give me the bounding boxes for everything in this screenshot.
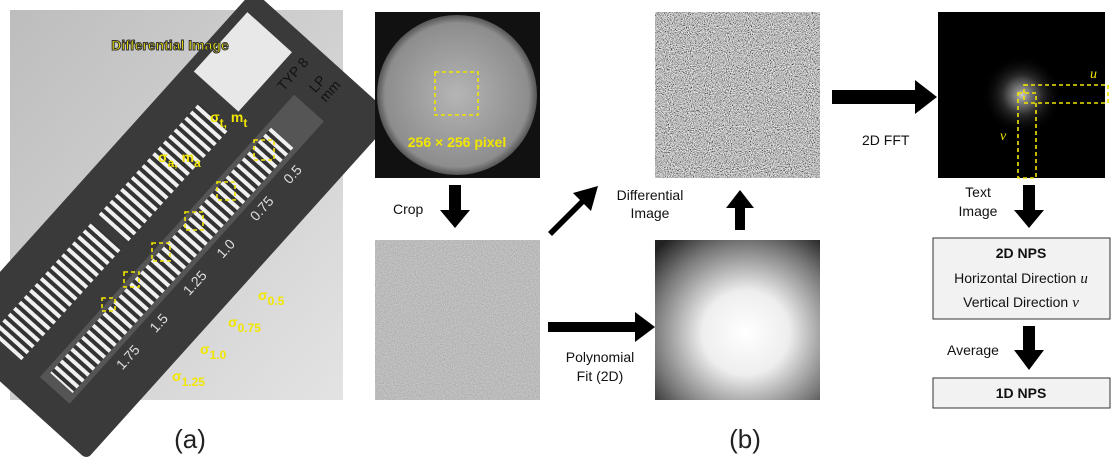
arrow [1014, 185, 1044, 228]
result-label: 1D NPS [996, 385, 1047, 401]
detector-disk [377, 15, 537, 175]
fft-glow [982, 55, 1062, 135]
differential-image [655, 12, 820, 178]
caption: (b) [729, 424, 761, 454]
cropped-image [375, 240, 540, 400]
arrow [1014, 326, 1044, 370]
fit-label: Polynomial [566, 349, 634, 365]
text-image-label: Text [965, 184, 991, 200]
arrow [726, 190, 754, 230]
panel-b: 256 × 256 pixel Crop Polynomial Fit (2D)… [375, 12, 1110, 454]
caption: (a) [174, 424, 206, 454]
fit-label: Fit (2D) [577, 368, 624, 384]
figure: TYP 8 LP mm 0.5 0.75 1.0 1.25 1.5 1.75 D… [0, 0, 1113, 465]
arrow [548, 186, 598, 236]
panel-a-title: Differential Image [111, 37, 229, 53]
v-label: v [1000, 129, 1007, 144]
u-label: u [1090, 67, 1097, 82]
roi-size-label: 256 × 256 pixel [408, 134, 506, 150]
differential-label: Differential [617, 187, 684, 203]
arrow [440, 185, 470, 228]
text-image-label: Image [959, 203, 998, 219]
average-label: Average [947, 342, 999, 358]
arrow [548, 312, 655, 342]
nps-title: 2D NPS [996, 245, 1047, 261]
arrow [832, 80, 937, 114]
crop-label: Crop [393, 201, 424, 217]
differential-label: Image [631, 205, 670, 221]
fit-image [655, 240, 820, 400]
panel-a: TYP 8 LP mm 0.5 0.75 1.0 1.25 1.5 1.75 D… [0, 0, 394, 459]
fft-label: 2D FFT [862, 132, 910, 148]
